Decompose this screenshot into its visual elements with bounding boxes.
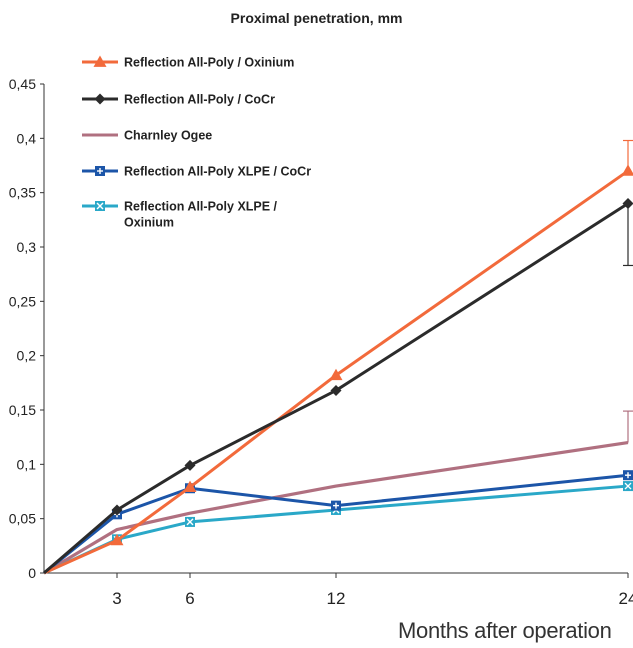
- data-point: [331, 500, 341, 511]
- data-point: [623, 470, 633, 481]
- series-reflection-all-poly-cocr: [43, 198, 633, 575]
- y-tick-label: 0,4: [17, 130, 37, 146]
- data-point: [184, 459, 196, 471]
- legend-entry: Reflection All-Poly XLPE / Oxinium: [82, 200, 278, 230]
- legend-entry: Charnley Ogee: [82, 129, 212, 143]
- legend-entry: Reflection All-Poly / CoCr: [82, 93, 275, 107]
- legend-entry: Reflection All-Poly / Oxinium: [82, 55, 294, 70]
- x-tick-label: 3: [112, 589, 121, 608]
- series-line: [43, 473, 629, 575]
- series-line: [43, 441, 629, 575]
- legend-marker: [93, 55, 107, 67]
- series-charnley-ogee: [43, 410, 633, 575]
- y-tick-label: 0,05: [9, 511, 36, 527]
- data-point: [622, 198, 633, 210]
- legend-marker: [95, 201, 105, 211]
- y-tick-label: 0,25: [9, 293, 36, 309]
- legend-marker: [94, 93, 106, 105]
- x-axis-label: Months after operation: [398, 618, 612, 643]
- chart-title: Proximal penetration, mm: [230, 10, 403, 26]
- legend-marker: [95, 166, 105, 176]
- series-layer: [43, 139, 633, 575]
- legend: Reflection All-Poly / Oxinium Reflection …: [82, 55, 311, 230]
- y-tick-label: 0,2: [17, 348, 37, 364]
- y-tick-label: 0: [28, 565, 36, 581]
- data-point: [330, 384, 342, 396]
- axes: 0 0,05 0,1 0,15 0,2 0,25 0,3 0,35 0,4 0,45 3 6 12 24: [9, 76, 633, 608]
- y-tick-label: 0,3: [17, 239, 37, 255]
- x-tick-label: 12: [327, 589, 346, 608]
- data-point: [623, 481, 633, 492]
- series-reflection-all-poly-oxinium: [43, 139, 633, 575]
- y-tick-label: 0,15: [9, 402, 36, 418]
- x-tick-label: 24: [619, 589, 633, 608]
- data-point: [185, 516, 195, 527]
- x-tick-label: 6: [185, 589, 194, 608]
- legend-entry: Reflection All-Poly XLPE / CoCr: [82, 165, 311, 179]
- data-point: [111, 504, 123, 516]
- y-tick-label: 0,35: [9, 185, 36, 201]
- data-point: [110, 533, 124, 546]
- y-tick-label: 0,1: [17, 456, 37, 472]
- legend-label: Reflection All-Poly / CoCr: [124, 93, 275, 107]
- data-point: [621, 164, 633, 176]
- legend-label: Oxinium: [124, 216, 174, 230]
- legend-label: Reflection All-Poly / Oxinium: [124, 56, 294, 70]
- legend-label: Reflection All-Poly XLPE / CoCr: [124, 165, 311, 179]
- legend-label: Charnley Ogee: [124, 129, 212, 143]
- data-point: [329, 368, 343, 381]
- y-tick-label: 0,45: [9, 76, 36, 92]
- legend-label: Reflection All-Poly XLPE /: [124, 200, 278, 214]
- data-point: [183, 480, 197, 493]
